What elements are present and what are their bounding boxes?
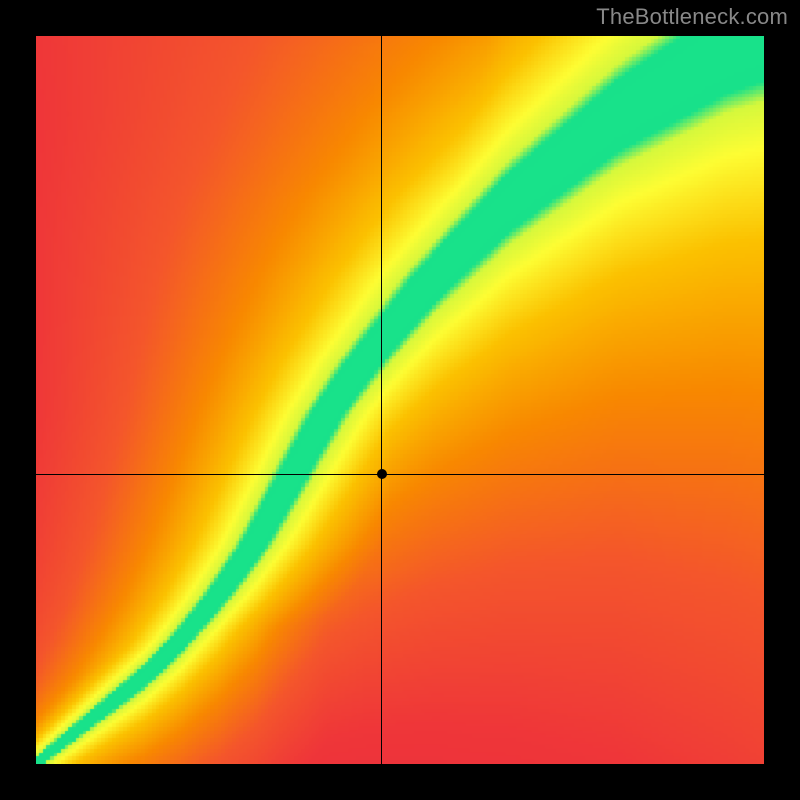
watermark-text: TheBottleneck.com [596, 4, 788, 30]
heatmap-canvas [36, 36, 764, 764]
crosshair-vertical [381, 36, 382, 764]
crosshair-marker[interactable] [377, 469, 387, 479]
bottleneck-heatmap [36, 36, 764, 764]
crosshair-horizontal [36, 474, 764, 475]
